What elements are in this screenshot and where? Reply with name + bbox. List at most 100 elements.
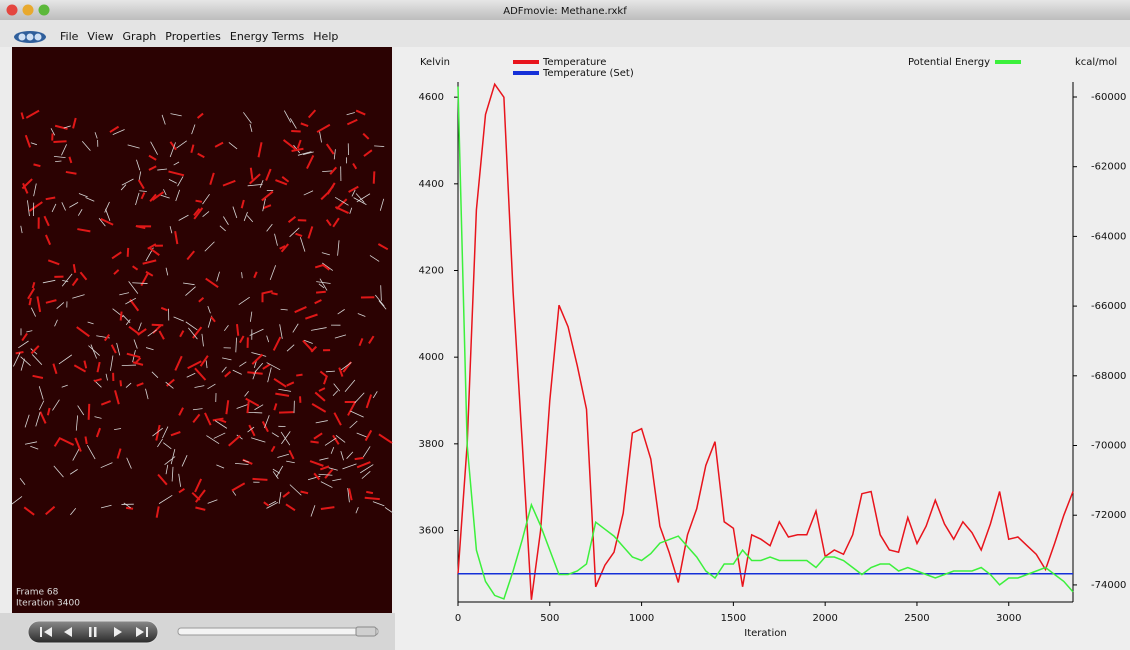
bond (222, 179, 236, 187)
bond (187, 360, 202, 370)
minimize-button[interactable] (22, 4, 34, 16)
bond (85, 197, 95, 202)
bond (30, 345, 40, 355)
bond (45, 299, 57, 304)
bond (325, 219, 332, 227)
iteration-label: Iteration 3400 (16, 599, 80, 609)
bond (53, 465, 64, 478)
x-tick-label: 500 (540, 613, 559, 624)
bond (125, 319, 131, 326)
bond (277, 453, 289, 458)
bond (319, 370, 327, 377)
slider-thumb[interactable] (355, 626, 377, 637)
bond (75, 415, 79, 431)
bond (262, 204, 272, 210)
bond (151, 191, 165, 201)
bond (125, 297, 137, 305)
bond (214, 141, 224, 148)
y-tick-label: 4600 (419, 92, 444, 103)
bond (267, 367, 272, 383)
bond (212, 417, 224, 422)
bond (178, 473, 182, 487)
bond (214, 420, 228, 429)
bond (18, 340, 29, 349)
molecule-viewer (12, 47, 392, 613)
bond (127, 144, 140, 149)
bond (279, 245, 286, 250)
bond (192, 326, 203, 339)
bond (137, 179, 145, 190)
bond (193, 208, 201, 217)
bond (35, 412, 41, 427)
bond (61, 384, 68, 388)
bond (93, 378, 102, 383)
bond (194, 478, 203, 493)
menu-item[interactable]: View (87, 30, 113, 43)
bond (103, 333, 110, 342)
bond (318, 473, 333, 476)
bond (113, 269, 120, 275)
bond (249, 123, 253, 132)
menu-item[interactable]: Properties (165, 30, 221, 43)
frame-slider[interactable] (177, 627, 379, 636)
zoom-button[interactable] (38, 4, 50, 16)
bond (132, 282, 148, 284)
y2-tick-label: -68000 (1091, 371, 1126, 382)
bond (176, 140, 187, 149)
menu-item[interactable]: File (60, 30, 79, 43)
bond (270, 445, 276, 453)
bond (53, 436, 62, 447)
bond (63, 125, 71, 129)
menu-item[interactable]: Energy Terms (230, 30, 305, 43)
playback-controls[interactable] (27, 620, 159, 644)
bond (23, 506, 35, 516)
bond (223, 325, 229, 332)
bond (355, 507, 359, 514)
bond (238, 296, 250, 306)
bond (325, 143, 335, 155)
bond (132, 361, 144, 366)
bond (273, 403, 278, 411)
bond (366, 490, 374, 495)
bond (165, 464, 169, 475)
bond (164, 456, 176, 465)
bond (119, 380, 123, 387)
bond (315, 420, 328, 424)
bond (291, 147, 304, 152)
bond (334, 334, 347, 339)
bond (364, 429, 373, 442)
bond (27, 287, 36, 300)
bond (221, 366, 227, 373)
bond (104, 201, 110, 213)
menu-item[interactable]: Help (313, 30, 338, 43)
menu-item[interactable]: Graph (123, 30, 157, 43)
bond (195, 489, 206, 503)
legend-label: Temperature (Set) (542, 68, 634, 79)
bond (188, 327, 198, 340)
bond (157, 168, 168, 171)
bond (324, 468, 334, 479)
bond (56, 302, 65, 310)
bond (289, 227, 300, 238)
bond (261, 190, 274, 202)
bond (129, 298, 140, 312)
bond (357, 313, 366, 317)
bond (205, 277, 219, 288)
bond (38, 400, 45, 411)
bond (149, 193, 157, 203)
bond (62, 279, 69, 283)
bond (112, 129, 125, 136)
bond (30, 307, 36, 317)
bond (114, 390, 120, 405)
window-title: ADFmovie: Methane.rxkf (503, 6, 627, 17)
bond (287, 215, 297, 223)
bond (136, 382, 144, 387)
bond (45, 505, 56, 516)
close-button[interactable] (6, 4, 18, 16)
bond (250, 311, 253, 322)
bond (358, 338, 364, 347)
bond (100, 217, 114, 226)
bond (353, 197, 367, 205)
bond (28, 201, 43, 212)
